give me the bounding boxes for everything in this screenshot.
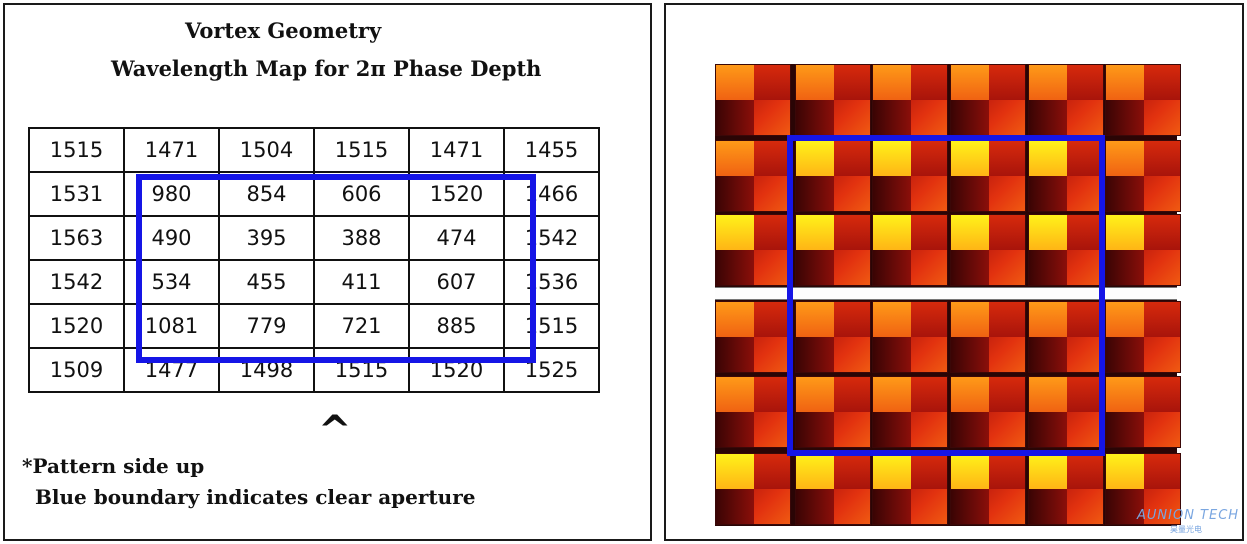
wavelength-cell: 1509 [28,347,125,393]
wavelength-cell: 395 [218,215,315,261]
wavelength-cell: 1520 [408,171,505,217]
tile-gap-strip [715,287,1177,300]
vortex-tile [715,214,791,286]
wavelength-cell: 490 [123,215,220,261]
wavelength-cell: 606 [313,171,410,217]
wavelength-cell: 721 [313,303,410,349]
vortex-tile [950,214,1026,286]
wavelength-cell: 1504 [218,127,315,173]
vortex-tile [1028,214,1104,286]
table-row: 1531 980 854 606 1520 1466 [28,171,600,217]
wavelength-cell: 1542 [28,259,125,305]
vortex-tile [715,140,791,212]
wavelength-cell: 1515 [313,347,410,393]
wavelength-cell: 1477 [123,347,220,393]
table-row: 1520 1081 779 721 885 1515 [28,303,600,349]
wavelength-cell: 1520 [28,303,125,349]
vortex-tile [872,214,948,286]
wavelength-cell: 854 [218,171,315,217]
wavelength-map-title: Wavelength Map for 2π Phase Depth [111,56,542,81]
vortex-tile [950,140,1026,212]
wavelength-cell: 1536 [503,259,600,305]
vortex-tile [1028,453,1104,525]
vortex-tile [795,214,871,286]
wavelength-cell: 1515 [503,303,600,349]
vortex-tile [1105,64,1181,136]
vortex-tile [715,64,791,136]
vortex-tile [950,301,1026,373]
vortex-tile [1105,140,1181,212]
table-row: 1542 534 455 411 607 1536 [28,259,600,305]
wavelength-cell: 1471 [408,127,505,173]
vortex-tile [950,376,1026,448]
wavelength-cell: 1081 [123,303,220,349]
wavelength-cell: 885 [408,303,505,349]
vortex-tile [1028,64,1104,136]
watermark-logo: AUNION TECH [1137,508,1240,523]
wavelength-cell: 534 [123,259,220,305]
wavelength-cell: 1498 [218,347,315,393]
pattern-side-up-caret: ^ [318,408,352,454]
vortex-tile [795,140,871,212]
vortex-tile [1105,376,1181,448]
vortex-tile [950,453,1026,525]
vortex-tile [1105,214,1181,286]
vortex-tile [1105,453,1181,525]
wavelength-cell: 455 [218,259,315,305]
wavelength-cell: 1515 [28,127,125,173]
wavelength-cell: 1520 [408,347,505,393]
vortex-tile [872,140,948,212]
wavelength-cell: 1515 [313,127,410,173]
vortex-tile [1028,376,1104,448]
watermark-subtext: 昊量光电 [1170,525,1202,534]
wavelength-cell: 1563 [28,215,125,261]
vortex-tile [715,376,791,448]
wavelength-cell: 1531 [28,171,125,217]
vortex-tile [1028,140,1104,212]
wavelength-cell: 607 [408,259,505,305]
wavelength-table: 1515 1471 1504 1515 1471 1455 1531 980 854 606 152… [28,127,600,393]
vortex-tile [1105,301,1181,373]
vortex-tile [872,376,948,448]
vortex-geometry-title: Vortex Geometry [185,18,382,43]
wavelength-cell: 1455 [503,127,600,173]
wavelength-cell: 388 [313,215,410,261]
vortex-tile [1028,301,1104,373]
wavelength-cell: 474 [408,215,505,261]
wavelength-cell: 779 [218,303,315,349]
vortex-tile [715,301,791,373]
vortex-tile [795,64,871,136]
vortex-tile [715,453,791,525]
vortex-tile [872,64,948,136]
wavelength-cell: 1466 [503,171,600,217]
table-row: 1515 1471 1504 1515 1471 1455 [28,127,600,173]
wavelength-cell: 1542 [503,215,600,261]
vortex-tile [795,376,871,448]
vortex-tile [795,301,871,373]
table-row: 1509 1477 1498 1515 1520 1525 [28,347,600,393]
wavelength-cell: 1471 [123,127,220,173]
wavelength-cell: 411 [313,259,410,305]
vortex-tile [950,64,1026,136]
table-row: 1563 490 395 388 474 1542 [28,215,600,261]
vortex-tile [872,453,948,525]
wavelength-cell: 980 [123,171,220,217]
vortex-tile [872,301,948,373]
wavelength-cell: 1525 [503,347,600,393]
vortex-tile [795,453,871,525]
aperture-note: Blue boundary indicates clear aperture [35,485,476,509]
pattern-side-up-note: *Pattern side up [22,454,205,478]
